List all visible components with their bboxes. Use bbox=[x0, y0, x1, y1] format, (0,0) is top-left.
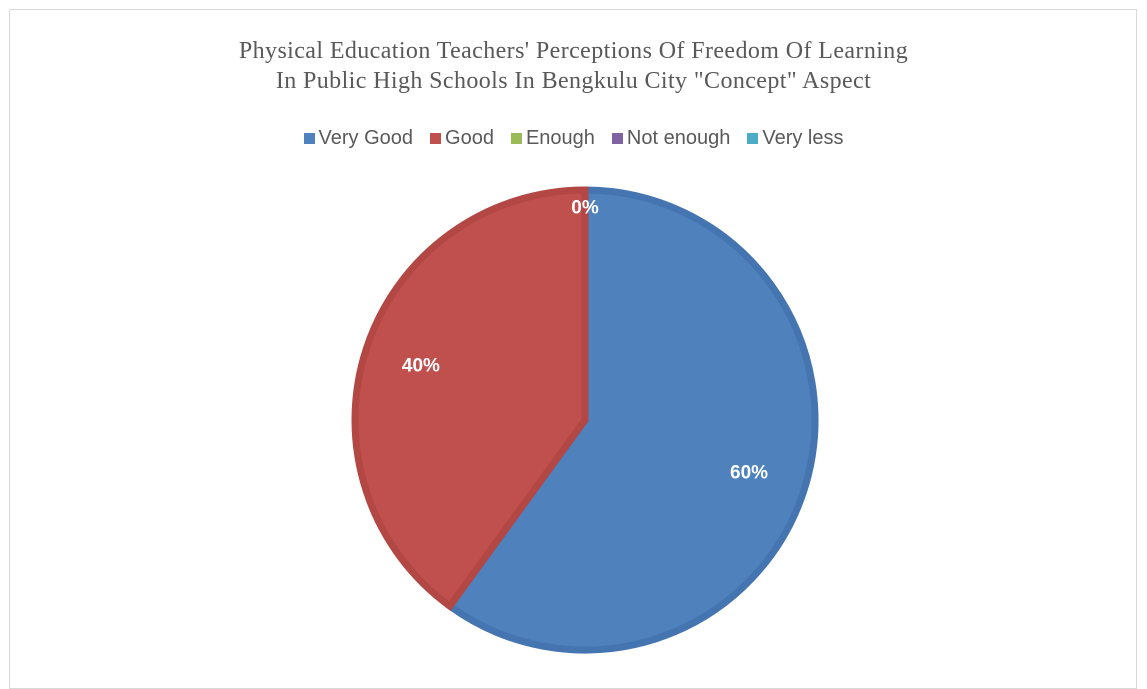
legend-item-not-enough: Not enough bbox=[611, 127, 731, 150]
legend-item-very-less: Very less bbox=[747, 127, 844, 150]
legend-label-enough: Enough bbox=[525, 127, 595, 149]
legend-item-enough: Enough bbox=[510, 127, 595, 150]
legend-label-very-good: Very Good bbox=[318, 127, 414, 149]
legend-label-very-less: Very less bbox=[762, 127, 844, 149]
pie-slice-very-good bbox=[444, 186, 819, 654]
legend-label-not-enough: Not enough bbox=[626, 127, 731, 149]
chart-title-line-1: Physical Education Teachers' Perceptions… bbox=[238, 38, 909, 64]
legend-swatch-very-good bbox=[303, 133, 315, 144]
legend-label-good: Good bbox=[445, 127, 494, 149]
data-label-very-good: 60% bbox=[730, 462, 768, 483]
legend-swatch-good bbox=[430, 133, 442, 144]
chart-title-line-2: In Public High Schools In Bengkulu City … bbox=[275, 68, 872, 94]
legend-swatch-very-less bbox=[747, 133, 759, 144]
data-label-enough: 0% bbox=[571, 197, 599, 218]
pie-slice-good bbox=[351, 186, 589, 611]
legend-swatch-enough bbox=[510, 133, 522, 144]
legend-item-good: Good bbox=[430, 127, 494, 150]
legend-swatch-not-enough bbox=[611, 133, 623, 144]
chart-legend: Very Good Good Enough Not enough Very le… bbox=[0, 127, 1147, 150]
legend-item-very-good: Very Good bbox=[303, 127, 414, 150]
data-label-good: 40% bbox=[402, 356, 440, 377]
